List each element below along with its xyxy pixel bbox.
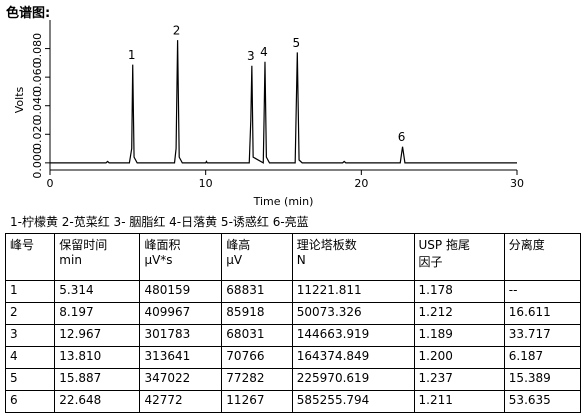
header-cell: 峰面积 µV*s [139, 233, 223, 281]
header-cell: 理论塔板数 N [291, 233, 415, 281]
cell: 1.212 [413, 302, 505, 325]
header-cell: 分离度 [503, 233, 582, 281]
cell: 1.200 [413, 346, 505, 369]
header-cell: USP 拖尾 因子 [413, 233, 505, 281]
cell: 1.211 [413, 390, 505, 413]
cell: -- [503, 280, 582, 303]
header-text: 因子 [418, 255, 443, 269]
row: 6 22.648 42772 11267 585255.794 1.211 53.635 [4, 390, 582, 413]
cell: 164374.849 [291, 346, 415, 369]
cell: 4 [4, 346, 56, 369]
x-axis-title: Time (min) [253, 195, 314, 208]
y-axis-title: Volts [13, 86, 26, 113]
peak-legend: 1-柠檬黄 2-苋菜红 3- 胭脂红 4-日落黄 5-诱惑红 6-亮蓝 [10, 215, 309, 229]
cell: 6 [4, 390, 56, 413]
cell: 6.187 [503, 346, 582, 369]
header-text: µV [226, 253, 243, 267]
cell: 77282 [221, 368, 293, 391]
row: 2 8.197 409967 85918 50073.326 1.212 16.611 [4, 302, 582, 325]
cell: 42772 [139, 390, 223, 413]
cell: 15.887 [54, 368, 141, 391]
cell: 480159 [139, 280, 223, 303]
header-text: µV*s [144, 253, 173, 267]
cell: 5 [4, 368, 56, 391]
header-text: 保留时间 [59, 238, 108, 252]
cell: 85918 [221, 302, 293, 325]
row: 1 5.314 480159 68831 11221.811 1.178 -- [4, 280, 582, 303]
cell: 409967 [139, 302, 223, 325]
chromatogram-line [50, 40, 517, 164]
cell: 33.717 [503, 324, 582, 347]
cell: 144663.919 [291, 324, 415, 347]
y-tick-label: 0.080 [31, 33, 44, 64]
cell: 301783 [139, 324, 223, 347]
y-tick-label: 0.020 [31, 119, 44, 151]
results-table: 峰号 保留时间 min 峰面积 µV*s 峰高 µV 理论塔板数 N USP 拖尾 因子 分离度 1 5.… [4, 233, 582, 413]
x-tick-label: 20 [354, 177, 368, 190]
row: 3 12.967 301783 68031 144663.919 1.189 33.717 [4, 324, 582, 347]
peak-label: 5 [292, 36, 300, 50]
peak-label: 1 [128, 48, 136, 62]
cell: 1.178 [413, 280, 505, 303]
cell: 8.197 [54, 302, 141, 325]
cell: 12.967 [54, 324, 141, 347]
cell: 3 [4, 324, 56, 347]
peak-label: 6 [398, 130, 406, 144]
cell: 1.189 [413, 324, 505, 347]
cell: 15.389 [503, 368, 582, 391]
cell: 2 [4, 302, 56, 325]
header-text: 峰面积 [144, 238, 181, 252]
cell: 68031 [221, 324, 293, 347]
row: 5 15.887 347022 77282 225970.619 1.237 15.389 [4, 368, 582, 391]
x-tick-label: 10 [199, 177, 213, 190]
cell: 347022 [139, 368, 223, 391]
peak-label: 4 [260, 45, 268, 59]
peak-label: 3 [247, 49, 255, 63]
header-text: 分离度 [508, 238, 545, 252]
header-text: min [59, 253, 82, 267]
cell: 11267 [221, 390, 293, 413]
cell: 11221.811 [291, 280, 415, 303]
peak-label: 2 [173, 24, 181, 38]
header-cell: 保留时间 min [54, 233, 141, 281]
y-tick-label: 0.060 [31, 61, 44, 93]
cell: 313641 [139, 346, 223, 369]
header-cell: 峰号 [4, 233, 56, 281]
cell: 1 [4, 280, 56, 303]
x-tick-label: 30 [510, 177, 524, 190]
cell: 68831 [221, 280, 293, 303]
header-cell: 峰高 µV [221, 233, 293, 281]
cell: 16.611 [503, 302, 582, 325]
header-text: 理论塔板数 [296, 238, 357, 252]
cell: 225970.619 [291, 368, 415, 391]
row: 4 13.810 313641 70766 164374.849 1.200 6.187 [4, 346, 582, 369]
cell: 1.237 [413, 368, 505, 391]
cell: 5.314 [54, 280, 141, 303]
x-tick-label: 0 [47, 177, 54, 190]
cell: 50073.326 [291, 302, 415, 325]
header-text: USP 拖尾 [418, 238, 470, 252]
cell: 585255.794 [291, 390, 415, 413]
header-text: N [296, 253, 306, 267]
header-row: 峰号 保留时间 min 峰面积 µV*s 峰高 µV 理论塔板数 N USP 拖尾 因子 分离度 [4, 233, 582, 281]
cell: 13.810 [54, 346, 141, 369]
y-tick-label: 0.000 [31, 147, 44, 179]
cell: 53.635 [503, 390, 582, 413]
header-text: 峰高 [226, 238, 251, 252]
header-text: 峰号 [10, 238, 35, 252]
cell: 70766 [221, 346, 293, 369]
cell: 22.648 [54, 390, 141, 413]
y-tick-label: 0.040 [31, 90, 44, 122]
page-title: 色谱图: [6, 6, 51, 21]
